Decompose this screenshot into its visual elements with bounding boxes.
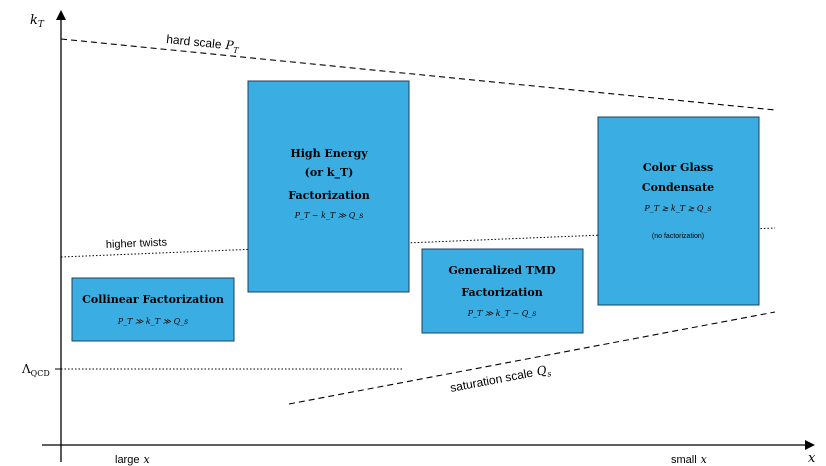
cgc-line1: Color Glass <box>643 161 713 174</box>
gtmd-box <box>421 248 584 334</box>
collinear-formula: P_T ≫ k_T ≫ Q_s <box>117 317 189 326</box>
small-x-label: small x <box>671 453 708 466</box>
cgc-line2: Condensate <box>642 181 714 194</box>
high-energy-line3: Factorization <box>288 189 369 202</box>
collinear-box <box>71 277 235 342</box>
high-energy-formula: P_T ∼ k_T ≫ Q_s <box>294 211 364 220</box>
large-x-label: large x <box>115 453 150 466</box>
high-energy-box <box>247 80 410 293</box>
high-energy-line1: High Energy <box>290 147 368 160</box>
cgc-box <box>597 116 760 306</box>
saturation-scale-label: saturation scaleQs <box>449 362 552 397</box>
gtmd-line2: Factorization <box>461 286 542 299</box>
collinear-title: Collinear Factorization <box>82 293 224 306</box>
cgc-formula: P_T ≳ k_T ≳ Q_s <box>643 204 711 213</box>
y-axis-label: kT <box>30 13 45 30</box>
gtmd-formula: P_T ≫ k_T ∼ Q_s <box>467 309 537 318</box>
hard-scale-line <box>60 38 776 111</box>
saturation-scale-line <box>288 311 776 405</box>
hard-scale-label: hard scale PT <box>166 32 241 55</box>
higher-twists-label: higher twists <box>106 237 168 251</box>
high-energy-line2: (or k_T) <box>305 166 354 180</box>
x-axis-label: x <box>808 451 816 466</box>
cgc-note: (no factorization) <box>652 233 704 240</box>
gtmd-line1: Generalized TMD <box>448 264 556 277</box>
lambda-qcd-label: ΛQCD <box>21 362 50 378</box>
